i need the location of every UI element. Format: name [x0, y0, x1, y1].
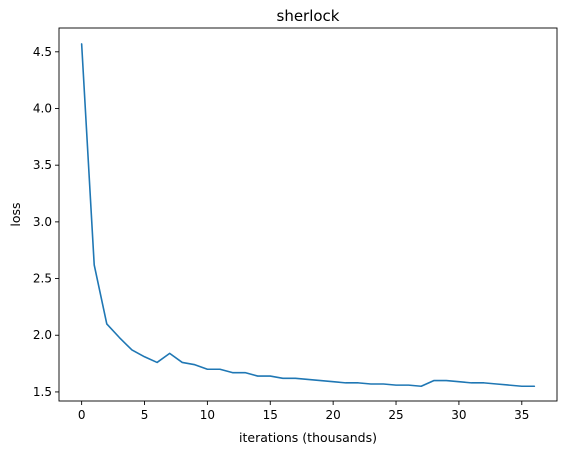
x-tick-label: 0: [78, 408, 86, 422]
plot-area: 0 5 10 15 20 25 30 35 1.5 2.0 2.5 3.0 3.5 4.0 4.5: [33, 27, 558, 422]
x-tick-label: 10: [200, 408, 215, 422]
y-tick-label: 4.0: [33, 101, 52, 115]
series-line: [80, 43, 536, 388]
x-tick-label: 20: [326, 408, 341, 422]
x-tick-label: 15: [263, 408, 278, 422]
chart-title: sherlock: [277, 7, 340, 25]
x-tick-label: 5: [141, 408, 149, 422]
x-axis-label: iterations (thousands): [239, 430, 377, 445]
y-tick-label: 2.5: [33, 272, 52, 286]
y-tick-label: 4.5: [33, 45, 52, 59]
y-tick-label: 2.0: [33, 328, 52, 342]
axes-frame: [58, 27, 558, 402]
y-axis-label: loss: [8, 202, 23, 226]
x-tick-label: 25: [388, 408, 403, 422]
x-tick-label: 30: [451, 408, 466, 422]
x-tick-label: 35: [514, 408, 529, 422]
y-tick-label: 3.5: [33, 158, 52, 172]
y-tick-label: 1.5: [33, 385, 52, 399]
y-tick-label: 3.0: [33, 215, 52, 229]
